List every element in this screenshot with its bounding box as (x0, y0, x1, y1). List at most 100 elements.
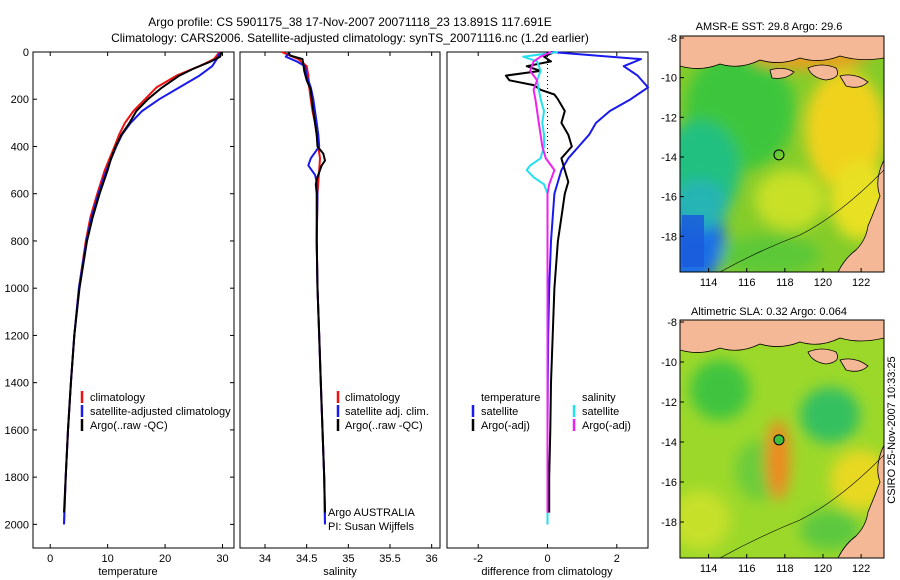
legend-label-satellite-adj: satellite adj. clim. (345, 406, 429, 418)
y-tick-label: 800 (11, 236, 29, 248)
series-line-temperature-argo-adj- (504, 51, 573, 513)
map-sst-contour (719, 169, 884, 272)
map-x-tick-label: 118 (776, 563, 794, 575)
legend-label-sal-satellite: satellite (582, 406, 619, 418)
legend-label-climatology: climatology (90, 392, 146, 404)
legend-heading-temperature: temperature (481, 392, 540, 404)
map-sla (680, 320, 884, 558)
map-x-tick-label: 122 (852, 277, 870, 289)
map-sst-argo-marker (773, 149, 785, 161)
map-sla-argo-marker (773, 434, 785, 446)
legend-label-climatology: climatology (345, 392, 401, 404)
xlabel-temperature: temperature (98, 566, 157, 578)
series-line-salinity-satellite (522, 51, 559, 525)
y-tick-label: 1800 (5, 472, 29, 484)
map-sst-frame (679, 35, 885, 273)
map-sla-land-australia (837, 444, 884, 558)
legend-label-temp-satellite: satellite (481, 406, 518, 418)
map-y-tick-label: -18 (661, 231, 677, 243)
map-y-tick-label: -14 (661, 437, 677, 449)
map-sst-land-north (680, 36, 884, 69)
map-y-tick-label: -16 (661, 477, 677, 489)
x-tick-label: 34 (259, 553, 271, 565)
legend-label-argo: Argo(..raw -QC) (345, 420, 423, 432)
map-x-tick-label: 114 (700, 563, 718, 575)
y-tick-label: 400 (11, 141, 29, 153)
legend-label-argo: Argo(..raw -QC) (90, 420, 168, 432)
legend-label-satellite-adjusted: satellite-adjusted climatology (90, 406, 231, 418)
legend-salinity: climatology satellite adj. clim. Argo(..… (328, 391, 429, 533)
map-x-tick-label: 122 (852, 563, 870, 575)
series-line-satellite-adj-clim- (284, 51, 326, 525)
y-tick-label: 2000 (5, 519, 29, 531)
map-sla-island (839, 358, 869, 372)
series-line-climatology (281, 51, 326, 525)
map-y-tick-label: -12 (661, 397, 677, 409)
map-sla-field (680, 360, 884, 550)
legend-label-temp-argo: Argo(-adj) (481, 420, 530, 432)
map-sst-axes: 114 116 118 120 122 -8 -10 -12 -14 -16 -18 (661, 33, 870, 289)
legend-heading-salinity: salinity (582, 392, 616, 404)
map-sst-island (839, 74, 869, 88)
series-line-argo-raw-qc- (63, 51, 223, 513)
series-line-climatology (63, 51, 221, 525)
x-tick-label: 0 (47, 553, 53, 565)
x-tick-label: 34.5 (296, 553, 317, 565)
y-tick-label: 0 (23, 47, 29, 59)
map-sst-field (680, 40, 884, 272)
y-tick-label: 1400 (5, 378, 29, 390)
lines-layer (63, 51, 649, 525)
panel-temperature-frame (32, 51, 235, 549)
xlabel-salinity: salinity (323, 566, 357, 578)
x-tick-label: 10 (102, 553, 114, 565)
map-sst-island (769, 68, 795, 79)
header-line1: Argo profile: CS 5901175_38 17-Nov-2007 … (148, 15, 551, 29)
map-x-tick-label: 116 (738, 277, 756, 289)
map-y-tick-label: -10 (661, 73, 677, 85)
map-sst-cold-patch (682, 215, 704, 267)
x-tick-label: 20 (159, 553, 171, 565)
x-tick-label: 36 (426, 553, 438, 565)
map-y-tick-label: -16 (661, 192, 677, 204)
annotation-argo-australia: Argo AUSTRALIA (328, 507, 415, 519)
x-tick-label: 2 (614, 553, 620, 565)
map-sst-land-australia (837, 159, 884, 272)
map-sla-frame (679, 319, 885, 559)
map-sla-axes: 114 116 118 120 122 -8 -10 -12 -14 -16 -18 (661, 317, 870, 575)
legend-difference: temperature satellite Argo(-adj) salinit… (471, 392, 631, 432)
map-sla-land-north (680, 320, 884, 353)
y-tick-label: 1600 (5, 425, 29, 437)
map-sst (680, 36, 884, 272)
y-tick-label: 600 (11, 189, 29, 201)
annotation-pi: PI: Susan Wijffels (328, 521, 414, 533)
map-sla-contour (719, 454, 884, 558)
map-x-tick-label: 120 (814, 563, 832, 575)
axes-layer: 0 10 20 30 0 200 400 600 800 1000 1200 1400 1600 1800… (5, 47, 620, 565)
series-line-satellite-adjusted-climatology (63, 51, 222, 525)
map-y-tick-label: -18 (661, 517, 677, 529)
x-tick-label: -2 (473, 553, 483, 565)
series-line-temperature-satellite (546, 51, 649, 525)
map-x-tick-label: 114 (700, 277, 718, 289)
map-x-tick-label: 120 (814, 277, 832, 289)
map-y-tick-label: -10 (661, 357, 677, 369)
legend-label-sal-argo: Argo(-adj) (582, 420, 631, 432)
series-line-argo-raw-qc- (287, 51, 326, 513)
map-sla-title: Altimetric SLA: 0.32 Argo: 0.064 (691, 306, 847, 318)
series-line-salinity-argo-adj- (529, 51, 556, 513)
map-y-tick-label: -14 (661, 152, 677, 164)
map-sst-island (807, 64, 839, 81)
xlabel-difference: difference from climatology (481, 566, 613, 578)
x-tick-label: 35 (342, 553, 354, 565)
map-x-tick-label: 116 (738, 563, 756, 575)
y-tick-label: 1200 (5, 330, 29, 342)
legend-temperature: climatology satellite-adjusted climatolo… (80, 391, 231, 432)
y-tick-label: 1000 (5, 283, 29, 295)
y-tick-label: 200 (11, 94, 29, 106)
map-sla-island (807, 348, 839, 365)
map-y-tick-label: -8 (667, 33, 677, 45)
map-y-tick-label: -12 (661, 112, 677, 124)
x-tick-label: 30 (216, 553, 228, 565)
header-line2: Climatology: CARS2006. Satellite-adjuste… (111, 31, 589, 45)
